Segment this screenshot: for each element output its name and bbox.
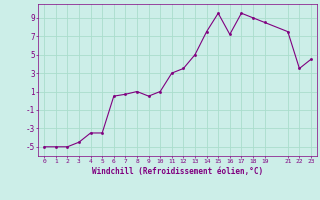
X-axis label: Windchill (Refroidissement éolien,°C): Windchill (Refroidissement éolien,°C) — [92, 167, 263, 176]
